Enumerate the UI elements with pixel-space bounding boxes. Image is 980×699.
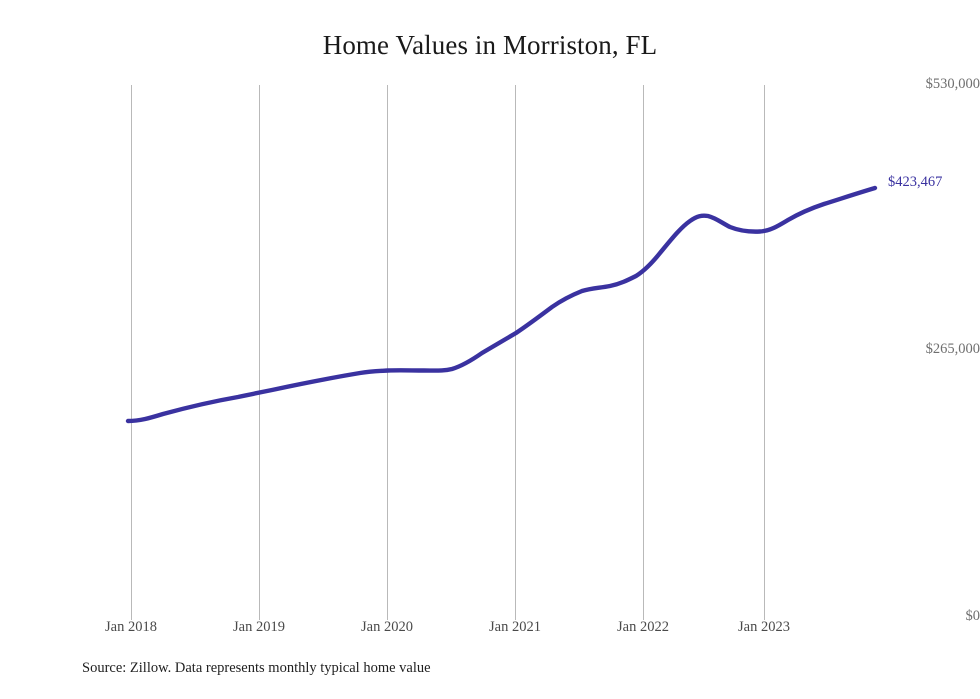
y-axis-tick-top: $530,000: [925, 76, 980, 92]
x-axis-tick-jan-2018: Jan 2018: [105, 619, 157, 635]
x-axis-tick-jan-2019: Jan 2019: [233, 619, 285, 635]
y-axis-tick-bottom: $0: [965, 608, 980, 624]
end-value-annotation: $423,467: [888, 174, 943, 190]
x-axis-tick-jan-2020: Jan 2020: [361, 619, 413, 635]
x-axis-tick-jan-2021: Jan 2021: [489, 619, 541, 635]
chart-title: Home Values in Morriston, FL: [322, 30, 658, 60]
x-axis-tick-jan-2022: Jan 2022: [617, 619, 669, 635]
y-axis-tick-middle: $265,000: [925, 341, 980, 357]
source-footnote: Source: Zillow. Data represents monthly …: [82, 660, 431, 676]
vertical-gridlines: [131, 85, 765, 620]
x-axis-tick-jan-2023: Jan 2023: [738, 619, 790, 635]
home-value-line: [125, 185, 878, 424]
